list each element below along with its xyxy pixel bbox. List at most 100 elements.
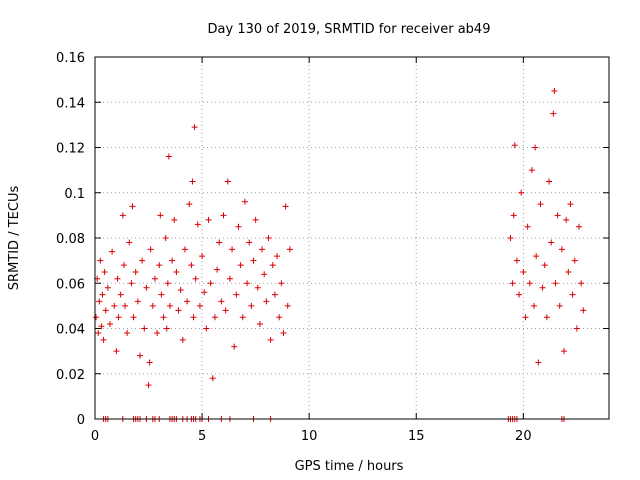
- data-point: [114, 275, 121, 282]
- data-point: [565, 268, 572, 275]
- data-point: [561, 348, 568, 355]
- data-point: [201, 289, 208, 296]
- data-point: [186, 201, 193, 208]
- data-point: [263, 298, 270, 305]
- data-point: [191, 124, 198, 131]
- data-points: [93, 87, 587, 422]
- data-point: [556, 302, 563, 309]
- data-point: [196, 302, 203, 309]
- data-point: [190, 314, 197, 321]
- data-point: [113, 348, 120, 355]
- data-point: [220, 212, 227, 219]
- data-point: [510, 212, 517, 219]
- data-point: [143, 284, 150, 291]
- data-point: [239, 314, 246, 321]
- y-tick-label: 0.14: [56, 96, 85, 111]
- chart-title: Day 130 of 2019, SRMTID for receiver ab4…: [208, 22, 491, 37]
- data-point: [229, 246, 236, 253]
- y-tick-label: 0.1: [64, 187, 85, 202]
- data-point: [179, 336, 186, 343]
- data-point: [154, 330, 161, 337]
- data-point: [280, 330, 287, 337]
- data-point: [226, 275, 233, 282]
- data-point: [119, 212, 126, 219]
- data-point: [532, 144, 539, 151]
- data-point: [537, 201, 544, 208]
- data-point: [224, 178, 231, 185]
- data-point: [189, 178, 196, 185]
- data-point: [147, 246, 154, 253]
- data-point: [241, 198, 248, 205]
- data-point: [101, 268, 108, 275]
- y-tick-label: 0.08: [56, 232, 85, 247]
- data-point: [156, 262, 163, 269]
- x-tick-label: 20: [515, 429, 532, 444]
- data-point: [274, 253, 281, 260]
- data-point: [162, 235, 169, 241]
- data-point: [102, 307, 109, 314]
- data-point: [165, 153, 172, 160]
- data-point: [554, 212, 561, 219]
- data-point: [163, 325, 170, 332]
- data-point: [543, 314, 550, 321]
- data-point: [551, 87, 558, 94]
- data-point: [99, 291, 106, 298]
- data-point: [507, 235, 514, 241]
- data-point: [231, 343, 238, 350]
- data-point: [261, 271, 268, 278]
- data-point: [169, 257, 176, 264]
- data-point: [158, 291, 165, 298]
- data-point: [533, 253, 540, 260]
- data-point: [550, 110, 557, 117]
- data-point: [254, 284, 261, 291]
- data-point: [524, 223, 531, 230]
- data-point: [267, 336, 274, 343]
- data-point: [117, 291, 124, 298]
- data-point: [93, 314, 100, 321]
- y-tick-label: 0.12: [56, 142, 85, 157]
- x-tick-label: 5: [198, 429, 206, 444]
- data-point: [160, 314, 167, 321]
- data-point: [214, 266, 221, 273]
- data-point: [120, 262, 127, 269]
- data-point: [244, 280, 251, 287]
- y-tick-label: 0.16: [56, 51, 85, 66]
- data-point: [518, 189, 525, 196]
- data-point: [164, 280, 171, 287]
- data-point: [248, 302, 255, 309]
- x-axis-label: GPS time / hours: [295, 459, 404, 474]
- grid-layer: [95, 57, 609, 419]
- data-point: [269, 262, 276, 269]
- data-point: [516, 291, 523, 298]
- x-tick-label: 10: [301, 429, 318, 444]
- data-point: [136, 352, 143, 359]
- data-point: [209, 375, 216, 382]
- data-point: [97, 257, 104, 264]
- y-tick-label: 0.06: [56, 277, 85, 292]
- data-point: [235, 223, 242, 230]
- data-point: [278, 280, 285, 287]
- data-point: [256, 320, 263, 327]
- data-point: [522, 314, 529, 321]
- data-point: [216, 239, 223, 246]
- data-point: [175, 307, 182, 314]
- data-point: [145, 382, 152, 389]
- data-point: [151, 275, 158, 282]
- data-point: [129, 203, 136, 210]
- data-point: [548, 239, 555, 246]
- data-point: [259, 246, 266, 253]
- data-point: [100, 336, 107, 343]
- data-point: [526, 280, 533, 287]
- data-point: [513, 257, 520, 264]
- data-point: [111, 302, 118, 309]
- data-point: [166, 302, 173, 309]
- data-point: [124, 330, 131, 337]
- data-point: [203, 325, 210, 332]
- data-point: [222, 307, 229, 314]
- data-point: [546, 178, 553, 185]
- data-point: [286, 246, 293, 253]
- data-point: [535, 359, 542, 366]
- axis-ticks: 0 0.02 0.04 0.06 0.08 0.1 0.12 0.14 0.16 0 5 10 15 20: [56, 51, 609, 444]
- data-point: [558, 246, 565, 253]
- y-tick-label: 0.04: [56, 323, 85, 338]
